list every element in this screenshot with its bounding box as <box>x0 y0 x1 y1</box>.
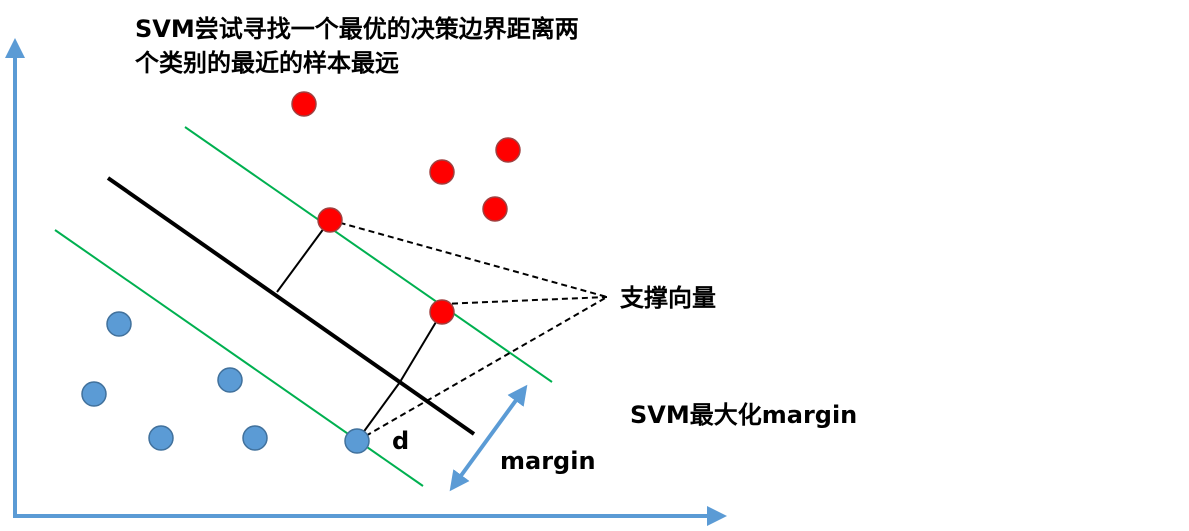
title-line: 个类别的最近的样本最远 <box>135 49 399 77</box>
margin-arrow <box>449 384 528 492</box>
blue-point <box>148 425 174 451</box>
margin-label: margin <box>500 447 596 475</box>
support-vectors-label: 支撑向量 <box>620 284 716 312</box>
red-point <box>429 299 455 325</box>
pointer-line <box>329 219 608 298</box>
distance-line <box>276 219 331 293</box>
blue-points <box>81 311 370 454</box>
pointer-line <box>356 296 608 442</box>
blue-point <box>81 381 107 407</box>
red-point <box>317 207 343 233</box>
red-points <box>291 91 521 325</box>
title-line: SVM尝试寻找一个最优的决策边界距离两 <box>135 15 579 43</box>
distance-line <box>399 311 443 383</box>
red-point <box>291 91 317 117</box>
pointer-lines <box>329 219 608 442</box>
red-point <box>495 137 521 163</box>
blue-point <box>106 311 132 337</box>
margin-line-upper <box>184 126 553 383</box>
red-point <box>429 159 455 185</box>
red-point <box>482 196 508 222</box>
decision-boundary <box>106 176 476 436</box>
svm-max-label: SVM最大化margin <box>630 401 857 429</box>
blue-point <box>217 367 243 393</box>
d-label: d <box>392 427 409 455</box>
blue-point <box>344 428 370 454</box>
pointer-line <box>441 296 608 305</box>
blue-point <box>242 425 268 451</box>
